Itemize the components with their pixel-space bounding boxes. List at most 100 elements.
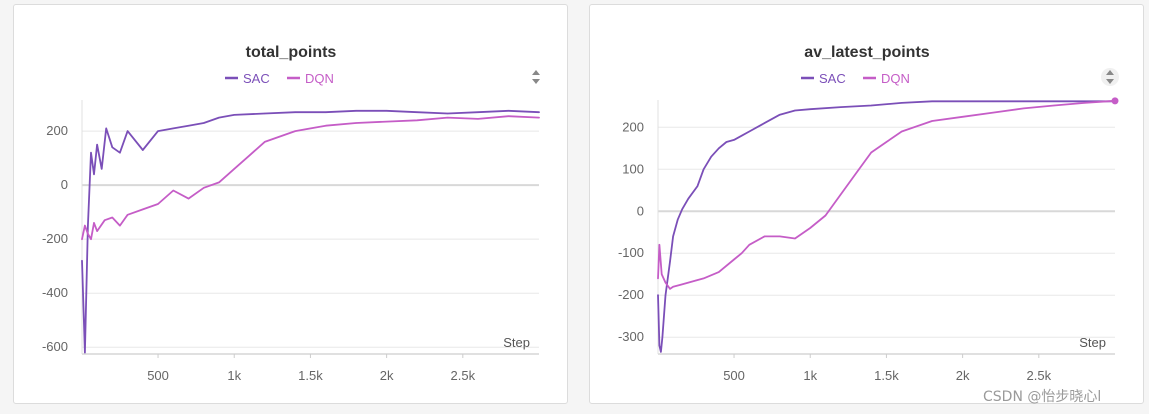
series-line-dqn — [657, 99, 1116, 290]
series-line-sac — [657, 100, 1116, 353]
x-tick-label: 1k — [227, 368, 241, 383]
data-point-sac — [681, 208, 683, 210]
data-point-sac — [172, 127, 174, 129]
data-point-sac — [105, 127, 107, 129]
data-point-sac — [710, 156, 712, 158]
data-point-sac — [725, 141, 727, 143]
legend: SAC DQN — [225, 71, 334, 86]
data-point-dqn — [1083, 102, 1086, 104]
data-point-sac — [779, 114, 781, 116]
data-point-sac — [101, 168, 103, 170]
data-point-dqn — [294, 130, 296, 132]
data-point-dqn — [325, 125, 327, 127]
data-point-dqn — [669, 288, 671, 290]
data-point-sac — [477, 111, 479, 113]
data-point-dqn — [538, 117, 540, 119]
data-point-sac — [741, 135, 743, 137]
x-tick-label: 2.5k — [1027, 368, 1052, 383]
data-point-sac — [264, 112, 266, 115]
data-point-sac — [1083, 100, 1086, 102]
data-point-sac — [660, 351, 662, 353]
data-point-dqn — [84, 225, 86, 227]
x-tick-label: 2k — [956, 368, 970, 383]
legend-label-sac: SAC — [243, 71, 270, 86]
chart-svg-total-points: total_points SAC DQN -600 -400 -200 0 200 500… — [42, 44, 540, 383]
series-end-marker — [1111, 97, 1119, 105]
data-point-dqn — [203, 187, 205, 189]
data-point-dqn — [741, 252, 743, 254]
data-point-sac — [507, 110, 510, 112]
data-point-sac — [355, 110, 357, 112]
sort-arrows-icon[interactable] — [1101, 68, 1119, 86]
y-tick-label: 100 — [622, 161, 644, 176]
chart-svg-av-latest-points: av_latest_points SAC DQN -300 -200 -100 0 10… — [618, 44, 1119, 383]
x-tick-label: 2k — [380, 368, 394, 383]
y-tick-label: -200 — [618, 287, 644, 302]
plot-area: -300 -200 -100 0 100 200 500 1k 1.5k 2k 2.5k — [618, 97, 1119, 383]
y-tick-label: 0 — [637, 203, 644, 218]
data-point-sac — [111, 146, 113, 148]
data-point-dqn — [931, 120, 933, 122]
data-point-sac — [1053, 100, 1055, 102]
data-point-sac — [142, 149, 144, 151]
y-tick-label: -600 — [42, 339, 68, 354]
data-point-dqn — [93, 222, 95, 224]
sort-arrows-icon[interactable] — [532, 70, 540, 84]
data-point-sac — [657, 294, 659, 296]
data-point-sac — [447, 112, 449, 115]
series-line-dqn — [81, 115, 540, 241]
data-point-dqn — [90, 238, 92, 240]
legend-label-dqn: DQN — [305, 71, 334, 86]
data-point-sac — [658, 345, 660, 347]
data-point-sac — [992, 100, 994, 102]
data-point-sac — [386, 110, 388, 112]
data-point-sac — [127, 130, 129, 132]
data-point-sac — [794, 109, 796, 112]
y-tick-label: -200 — [42, 231, 68, 246]
x-axis-label: Step — [1079, 335, 1106, 350]
data-point-dqn — [794, 237, 796, 240]
data-point-dqn — [416, 119, 418, 121]
data-point-sac — [840, 106, 842, 108]
data-point-sac — [325, 111, 327, 113]
data-point-dqn — [96, 230, 98, 232]
data-point-sac — [203, 122, 205, 124]
data-point-sac — [119, 152, 121, 154]
data-point-dqn — [855, 172, 857, 175]
data-point-dqn — [81, 238, 83, 240]
y-tick-label: 200 — [46, 123, 68, 138]
data-point-sac — [733, 139, 735, 141]
data-point-dqn — [901, 130, 903, 133]
chart-title: av_latest_points — [804, 44, 929, 61]
data-point-sac — [669, 261, 671, 263]
data-point-dqn — [657, 277, 659, 279]
data-point-dqn — [992, 112, 994, 114]
data-point-sac — [96, 144, 98, 146]
data-point-dqn — [962, 116, 964, 118]
data-point-sac — [81, 260, 83, 262]
x-tick-label: 1.5k — [298, 368, 323, 383]
x-tick-label: 1.5k — [874, 368, 899, 383]
data-point-dqn — [172, 189, 174, 192]
data-point-dqn — [658, 244, 660, 246]
data-point-dqn — [233, 168, 235, 170]
data-point-sac — [748, 130, 750, 133]
data-point-dqn — [1023, 107, 1025, 109]
data-point-sac — [661, 336, 663, 338]
data-point-dqn — [870, 151, 872, 154]
data-point-dqn — [157, 203, 159, 205]
plot-area: -600 -400 -200 0 200 500 1k 1.5k 2k 2.5k — [42, 100, 540, 383]
data-point-sac — [962, 100, 964, 102]
chart-panel-total-points: total_points SAC DQN -600 -400 -200 0 200 500… — [13, 4, 568, 404]
data-point-dqn — [664, 282, 667, 284]
data-point-sac — [218, 117, 220, 119]
data-point-dqn — [733, 258, 735, 261]
data-point-sac — [763, 122, 766, 124]
data-point-dqn — [703, 277, 705, 279]
data-point-dqn — [264, 141, 266, 143]
legend: SAC DQN — [801, 71, 910, 86]
data-point-dqn — [386, 121, 388, 123]
data-point-dqn — [87, 233, 89, 235]
data-point-dqn — [672, 286, 674, 288]
data-point-sac — [538, 111, 540, 113]
